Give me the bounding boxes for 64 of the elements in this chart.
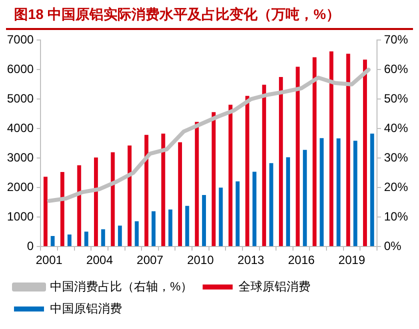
legend-label: 中国原铝消费 — [50, 301, 122, 316]
y-tick-label: 3000 — [6, 150, 34, 164]
bar — [245, 96, 250, 246]
x-tick-label: 2013 — [238, 253, 265, 268]
chart-title: 图18 中国原铝实际消费水平及占比变化（万吨，%） — [6, 0, 413, 30]
bar — [218, 188, 223, 246]
bar — [370, 134, 374, 246]
bar — [302, 150, 307, 246]
bar — [178, 142, 182, 246]
bar — [312, 57, 317, 246]
bar — [110, 152, 115, 246]
y-tick-label: 5000 — [6, 91, 34, 106]
y2-tick-label: 70% — [384, 32, 408, 47]
bar — [118, 226, 122, 246]
y2-tick-label: 0% — [384, 238, 402, 253]
bar — [50, 236, 55, 246]
y-tick-label: 7000 — [6, 32, 34, 47]
bar — [212, 112, 216, 246]
bar — [353, 140, 358, 246]
bar — [346, 54, 350, 246]
x-tick-label: 2007 — [136, 253, 164, 268]
bar — [68, 234, 72, 246]
y-tick-label: 2000 — [6, 180, 34, 194]
bar — [336, 138, 340, 246]
bar — [286, 157, 290, 246]
y2-tick-label: 10% — [384, 209, 408, 224]
x-tick-label: 2004 — [86, 253, 114, 268]
bar — [252, 172, 256, 246]
bar — [44, 176, 48, 246]
bar — [168, 209, 172, 246]
bar — [94, 158, 98, 246]
bar — [236, 181, 240, 246]
bar — [128, 145, 132, 246]
x-tick-label: 2016 — [288, 253, 315, 268]
bar — [185, 206, 190, 246]
bar — [320, 138, 324, 246]
bar — [329, 51, 334, 246]
bar — [134, 221, 139, 246]
y-tick-label: 1000 — [6, 209, 34, 224]
y2-tick-label: 20% — [384, 180, 408, 194]
y2-tick-label: 60% — [384, 62, 408, 76]
y-tick-label: 4000 — [6, 120, 34, 135]
bar — [202, 195, 206, 246]
bar — [152, 211, 156, 246]
y2-tick-label: 50% — [384, 91, 408, 106]
x-tick-label: 2019 — [338, 253, 366, 268]
bar — [262, 84, 266, 246]
bar — [278, 77, 283, 246]
y-tick-label: 6000 — [6, 62, 34, 76]
bar — [194, 122, 199, 246]
bar — [101, 229, 106, 246]
bar — [60, 172, 64, 246]
y-tick-label: 0 — [27, 238, 34, 253]
y2-tick-label: 30% — [384, 150, 408, 164]
legend-label: 全球原铝消费 — [238, 279, 311, 294]
x-tick-label: 2010 — [187, 253, 214, 268]
legend-label: 中国消费占比（右轴，%） — [50, 279, 193, 294]
y2-tick-label: 40% — [384, 120, 408, 135]
bar — [77, 165, 82, 246]
bar — [228, 104, 232, 246]
bar — [363, 60, 367, 246]
bar — [84, 232, 88, 246]
x-tick-label: 2001 — [36, 253, 63, 268]
bar — [144, 134, 148, 246]
